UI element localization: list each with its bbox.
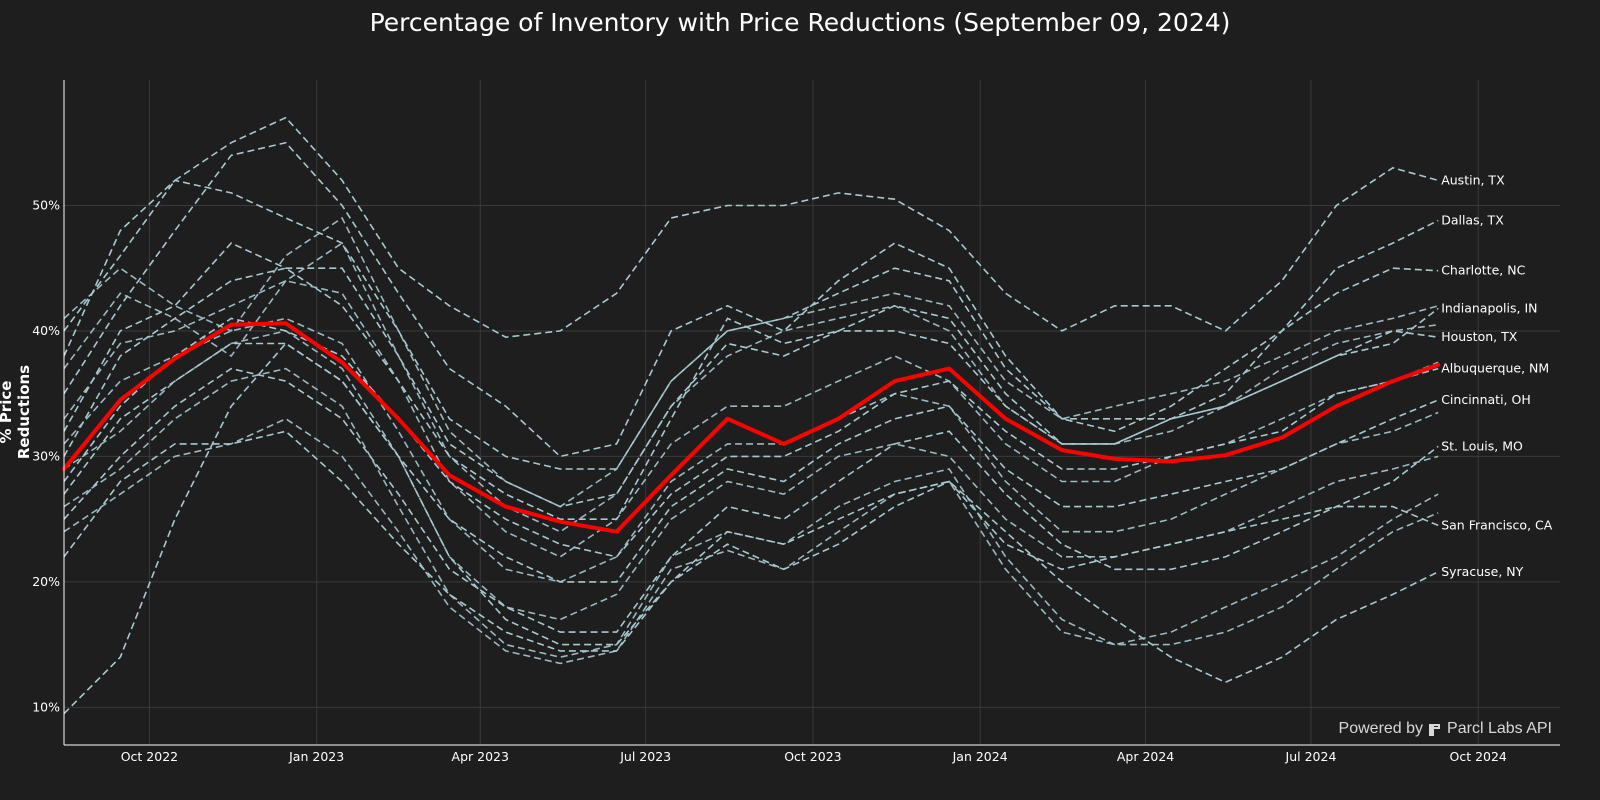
series-line-houston-tx [63,242,1439,508]
chart-title: Percentage of Inventory with Price Reduc… [369,8,1231,37]
x-tick-label: Jul 2023 [619,749,671,764]
series-line-unlabeled [63,417,1439,665]
x-tick-label: Apr 2024 [1117,749,1174,764]
series-line-dallas-tx [63,141,1439,458]
series-label-dallas-tx: Dallas, TX [1441,213,1504,228]
series-line-syracuse-ny [63,342,1439,715]
series-label-indianapolis-in: Indianapolis, IN [1441,300,1537,315]
series-line-cincinnati-oh [63,342,1439,583]
series-line-unlabeled [63,367,1439,659]
series-label-san-francisco-ca: San Francisco, CA [1441,517,1553,532]
series-label-cincinnati-oh: Cincinnati, OH [1441,392,1531,407]
series-layer [63,116,1439,715]
y-tick-label: 50% [32,197,60,212]
series-line-unlabeled [63,330,1439,621]
series-line-san-francisco-ca [63,430,1439,652]
x-tick-label: Oct 2024 [1449,749,1506,764]
y-tick-label: 10% [32,699,60,714]
series-label-houston-tx: Houston, TX [1441,329,1518,344]
series-line-albuquerque-nm [63,317,1439,558]
series-label-st-louis-mo: St. Louis, MO [1441,438,1523,453]
series-label-albuquerque-nm: Albuquerque, NM [1441,361,1549,376]
highlight-series-line [62,321,1441,534]
y-tick-label: 40% [32,323,60,338]
highlight-layer [62,321,1441,534]
axis-layer: Oct 2022 Jan 2023 Apr 2023 Jul 2023 Oct 2023… [32,80,1560,764]
series-label-syracuse-ny: Syracuse, NY [1441,564,1523,579]
y-tick-label: 30% [32,448,60,463]
watermark-brand: Parcl Labs API [1447,720,1552,737]
series-line-unlabeled [63,241,1439,533]
x-tick-label: Jul 2024 [1285,749,1337,764]
y-tick-label: 20% [32,574,60,589]
powered-by-watermark[interactable]: Powered by Parcl Labs API [1339,720,1552,738]
parcl-logo-icon [1429,722,1441,736]
x-tick-label: Oct 2023 [784,749,841,764]
series-label-charlotte-nc: Charlotte, NC [1441,263,1525,278]
x-tick-label: Jan 2024 [952,749,1008,764]
x-tick-label: Apr 2023 [452,749,509,764]
x-tick-label: Oct 2022 [121,749,178,764]
x-tick-label: Jan 2023 [288,749,344,764]
series-line-austin-tx [63,116,1439,339]
series-line-unlabeled [63,317,1439,583]
series-line-unlabeled [63,279,1439,558]
grid-layer [64,80,1560,745]
series-line-st-louis-mo [63,367,1439,633]
series-line-indianapolis-in [63,267,1439,520]
label-layer: Austin, TX Dallas, TX Charlotte, NC Indiana… [1441,172,1553,578]
series-line-charlotte-nc [63,179,1439,470]
watermark-prefix: Powered by [1338,720,1424,737]
series-label-austin-tx: Austin, TX [1441,172,1505,187]
